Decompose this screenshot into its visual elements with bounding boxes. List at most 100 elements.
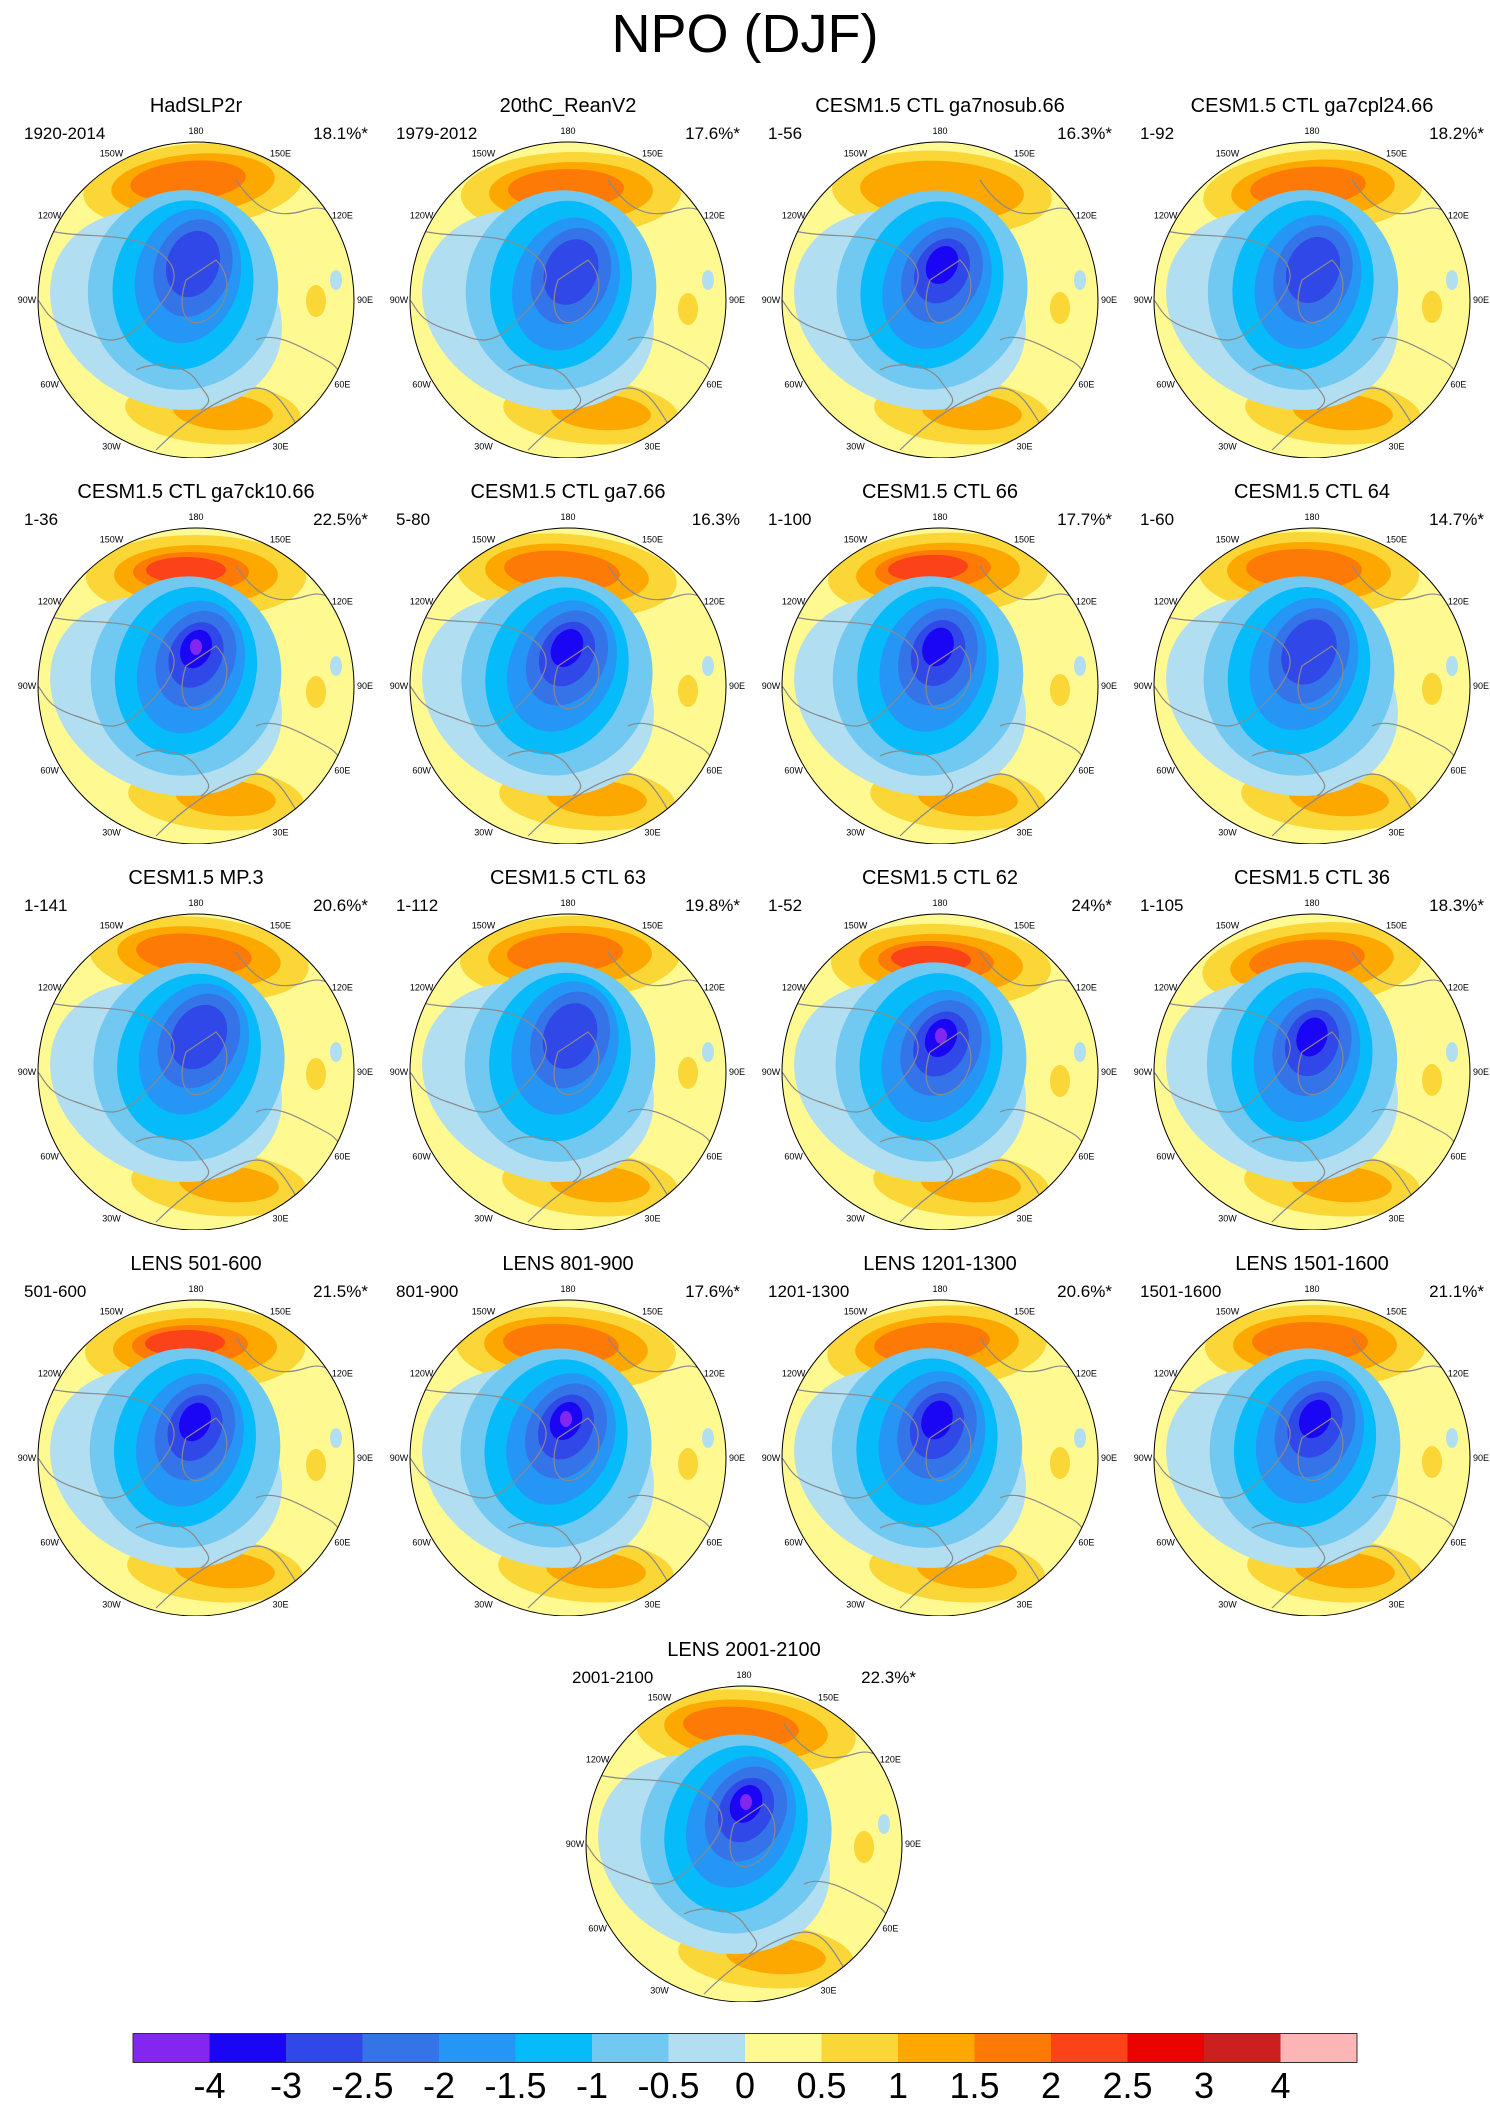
longitude-label: 120W [410,983,434,993]
map-panel: LENS 1501-1600 1501-1600 21.1%* 180 150E 120E… [1126,1252,1490,1616]
colorbar-swatch [821,2033,898,2063]
longitude-label: 60W [40,1152,59,1162]
longitude-label: 120W [1154,1369,1178,1379]
panel-variance: 20.6%* [313,896,368,915]
longitude-label: 180 [188,1284,203,1294]
polar-map: 180150E120E90E60E30E030W60W90W120W150W [390,126,745,458]
longitude-label: 60E [1450,1152,1466,1162]
panel-period: 1920-2014 [24,124,106,143]
longitude-label: 150W [1216,921,1240,931]
colorbar-swatch [1127,2033,1204,2063]
panel-variance: 22.3%* [861,1668,916,1687]
map-panel: 20thC_ReanV2 1979-2012 17.6%* 180 150E 120E 90… [382,94,754,458]
longitude-label: 90E [1101,681,1117,691]
panel-variance: 21.5%* [313,1282,368,1301]
longitude-label: 180 [188,126,203,136]
longitude-label: 30E [1388,1599,1404,1609]
map-panel: LENS 801-900 801-900 17.6%* 180 150E 120E 90E 6… [382,1252,754,1616]
polar-map: 180150E120E90E60E30E030W60W90W120W150W [390,1284,745,1616]
longitude-label: 120E [332,597,353,607]
colorbar-swatch [439,2033,516,2063]
colorbar-tick-label: 1 [887,2065,909,2106]
longitude-label: 150E [1386,535,1407,545]
longitude-label: 90W [390,681,409,691]
longitude-label: 60E [1078,766,1094,776]
longitude-label: 120E [704,597,725,607]
colorbar-tick-label: 4 [1270,2065,1291,2106]
longitude-label: 90E [1473,295,1489,305]
longitude-label: 180 [560,898,575,908]
longitude-label: 60W [40,380,59,390]
longitude-label: 120W [782,597,806,607]
longitude-label: 30E [1016,1599,1032,1609]
panel-title: CESM1.5 CTL 63 [490,867,646,889]
longitude-label: 120E [332,211,353,221]
longitude-label: 90W [1134,1453,1153,1463]
longitude-label: 150E [270,921,291,931]
longitude-label: 30W [846,827,865,837]
colorbar-swatch [209,2033,286,2063]
colorbar [132,2033,1358,2063]
map-panel: LENS 1201-1300 1201-1300 20.6%* 180 150E 120E… [754,1252,1126,1616]
panel-title: LENS 501-600 [130,1253,262,1275]
longitude-label: 90E [1473,1067,1489,1077]
panel-title: CESM1.5 CTL 36 [1234,867,1390,889]
longitude-label: 90W [18,681,37,691]
longitude-label: 120W [782,211,806,221]
longitude-label: 90E [1101,295,1117,305]
map-panel: LENS 501-600 501-600 21.5%* 180 150E 120E 90E 6… [10,1252,382,1616]
panel-title: CESM1.5 CTL ga7nosub.66 [815,95,1065,117]
longitude-label: 180 [1304,126,1319,136]
longitude-label: 90E [357,1067,373,1077]
longitude-label: 180 [932,512,947,522]
longitude-label: 30W [474,1213,493,1223]
longitude-label: 150W [472,921,496,931]
longitude-label: 30E [272,441,288,451]
colorbar-tick-label: 1.5 [949,2065,1000,2106]
panel-period: 1-92 [1140,124,1175,143]
longitude-label: 90E [1473,681,1489,691]
map-panel: CESM1.5 CTL 62 1-52 24%* 180 150E 120E 90E 60E 3… [754,866,1126,1230]
panel-variance: 16.3%* [1057,124,1112,143]
panel-title: CESM1.5 CTL 64 [1234,481,1390,503]
longitude-label: 30W [1218,441,1237,451]
longitude-label: 30E [644,441,660,451]
panel-title: LENS 2001-2100 [667,1639,821,1661]
map-panel: CESM1.5 CTL 66 1-100 17.7%* 180 150E 120E 90E 6… [754,480,1126,844]
longitude-label: 150E [270,1307,291,1317]
longitude-label: 30E [1016,827,1032,837]
longitude-label: 120E [1448,211,1469,221]
polar-map: 180150E120E90E60E30E030W60W90W120W150W [762,898,1117,1230]
longitude-label: 150W [472,149,496,159]
polar-map: 180150E120E90E60E30E030W60W90W120W150W [18,512,373,844]
panel-variance: 17.6%* [685,124,740,143]
longitude-label: 120E [332,983,353,993]
map-panel: CESM1.5 CTL ga7nosub.66 1-56 16.3%* 180 150E… [754,94,1126,458]
longitude-label: 90W [566,1839,585,1849]
longitude-label: 60E [1078,1152,1094,1162]
longitude-label: 180 [1304,1284,1319,1294]
longitude-label: 150W [844,921,868,931]
longitude-label: 120E [1076,983,1097,993]
polar-map: 180150E120E90E60E30E030W60W90W120W150W [390,512,745,844]
longitude-label: 60E [706,1538,722,1548]
longitude-label: 90W [390,1453,409,1463]
longitude-label: 150E [1386,921,1407,931]
longitude-label: 180 [560,512,575,522]
panel-period: 1-112 [396,896,439,915]
longitude-label: 180 [188,512,203,522]
longitude-label: 150E [1014,1307,1035,1317]
longitude-label: 60E [706,380,722,390]
longitude-label: 120W [410,1369,434,1379]
longitude-label: 60W [412,1152,431,1162]
longitude-label: 180 [736,1670,751,1680]
longitude-label: 150W [1216,1307,1240,1317]
longitude-label: 150W [844,535,868,545]
panel-period: 1-36 [24,510,59,529]
panel-variance: 18.1%* [313,124,368,143]
longitude-label: 150W [100,535,124,545]
longitude-label: 120E [704,1369,725,1379]
panel-title: 20thC_ReanV2 [499,95,637,117]
longitude-label: 150E [1014,535,1035,545]
longitude-label: 180 [188,898,203,908]
